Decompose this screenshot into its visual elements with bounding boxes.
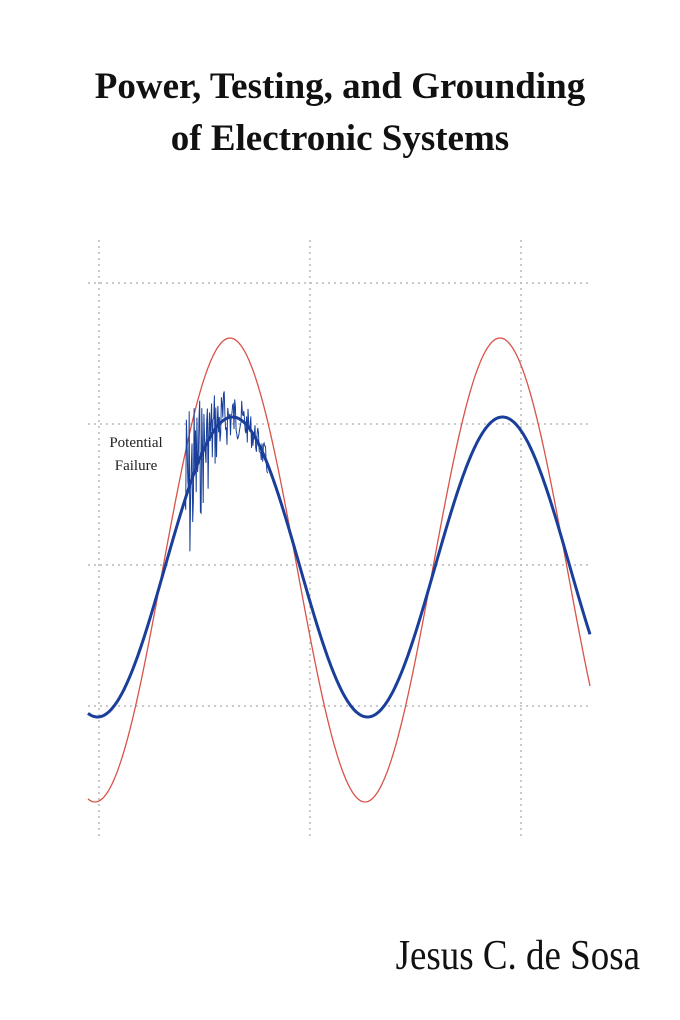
annotation: Failure (115, 458, 158, 474)
author: Jesus C. de Sosa (395, 933, 640, 979)
title-line: of Electronic Systems (170, 118, 510, 159)
title-line: Power, Testing, and Grounding (94, 66, 586, 107)
noise-burst (184, 391, 269, 552)
grid (88, 240, 590, 840)
measured-wave (87, 415, 592, 719)
reference-wave (87, 337, 591, 803)
annotation: Potential (109, 435, 162, 451)
